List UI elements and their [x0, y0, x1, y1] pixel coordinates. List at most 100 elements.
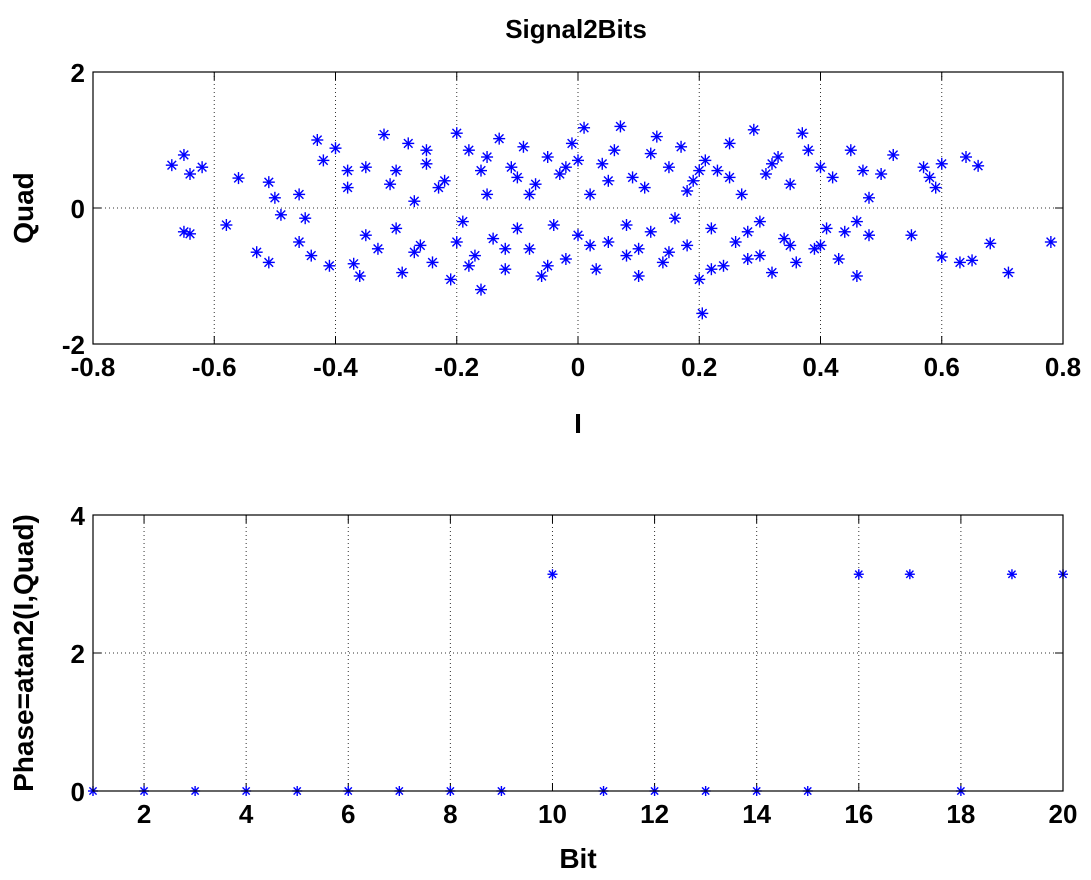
data-point	[584, 188, 597, 201]
data-point	[784, 239, 797, 252]
data-point	[711, 164, 724, 177]
scatter-plot-phase: 2 4 6 8 10 12 14 16 18 20 0 2 4 Bit Phase=atan2(I,Q…	[8, 501, 1077, 874]
data-point	[923, 171, 936, 184]
data-point	[323, 259, 336, 272]
data-point	[505, 161, 518, 174]
data-point	[766, 266, 778, 279]
data-point	[262, 256, 275, 269]
data-point	[905, 229, 918, 242]
data-point	[305, 249, 318, 262]
data-point	[481, 151, 494, 163]
data-point	[177, 148, 190, 161]
data-point	[341, 164, 354, 177]
y-tick-label: -2	[62, 330, 85, 360]
data-point	[450, 127, 463, 140]
y-axis-label: Quad	[8, 172, 39, 244]
data-point	[753, 215, 766, 228]
x-tick-label: 0.4	[802, 352, 839, 382]
data-point	[741, 253, 754, 265]
data-point	[196, 161, 209, 174]
data-point	[853, 569, 864, 580]
data-point	[359, 161, 372, 174]
data-point	[559, 253, 572, 265]
data-point	[299, 212, 312, 225]
data-point	[826, 171, 839, 184]
x-tick-label: 10	[538, 799, 567, 829]
x-tick-label: 0.2	[681, 352, 717, 382]
data-point	[293, 236, 306, 248]
data-point	[759, 168, 772, 180]
data-point	[887, 148, 900, 161]
data-point	[547, 219, 560, 231]
data-point	[790, 256, 803, 269]
data-point	[766, 157, 778, 170]
data-point	[402, 137, 415, 150]
data-point	[656, 256, 669, 269]
data-point	[596, 157, 609, 170]
data-point	[311, 134, 324, 146]
data-point	[511, 222, 524, 235]
data-point	[814, 239, 827, 252]
data-point	[850, 215, 863, 228]
data-point	[390, 222, 403, 235]
data-point	[390, 164, 403, 177]
x-axis-label: Bit	[559, 843, 596, 874]
data-point	[1006, 569, 1017, 580]
data-point	[341, 181, 354, 194]
data-point	[614, 120, 627, 133]
y-tick-label: 0	[71, 777, 85, 807]
data-point	[590, 263, 603, 276]
data-point	[935, 157, 948, 170]
data-point	[450, 236, 463, 248]
data-point	[481, 188, 494, 201]
x-tick-label: 18	[946, 799, 975, 829]
data-point	[850, 270, 863, 282]
data-point	[917, 161, 930, 174]
x-tick-label: 6	[341, 799, 355, 829]
data-point	[693, 273, 706, 286]
data-point	[475, 283, 487, 296]
data-point	[620, 249, 633, 262]
data-point	[723, 171, 736, 184]
scatter-plot-iq: -0.8 -0.6 -0.4 -0.2 0 0.2 0.4 0.6 0.8 -2 0 2 I Qua…	[8, 58, 1081, 439]
data-point	[499, 242, 512, 255]
data-point	[1044, 236, 1057, 248]
data-point	[747, 123, 760, 136]
data-point	[644, 225, 657, 238]
x-tick-label: -0.8	[71, 352, 116, 382]
x-tick-label: 16	[844, 799, 873, 829]
data-point	[696, 307, 709, 320]
x-tick-label: 0.6	[924, 352, 960, 382]
data-point	[584, 239, 597, 252]
data-point	[966, 254, 979, 267]
data-point	[462, 259, 475, 272]
data-point	[753, 249, 766, 262]
data-point	[820, 222, 833, 235]
data-point	[693, 164, 706, 177]
data-points	[88, 569, 1068, 796]
x-tick-labels: 2 4 6 8 10 12 14 16 18 20	[137, 799, 1078, 829]
data-point	[541, 151, 554, 163]
data-point	[432, 181, 445, 194]
data-point	[844, 144, 857, 157]
grid	[92, 71, 1064, 345]
data-point	[565, 137, 578, 150]
data-point	[250, 246, 263, 259]
data-point	[420, 144, 433, 157]
data-point	[420, 157, 433, 170]
data-point	[541, 259, 554, 272]
data-point	[572, 154, 584, 167]
data-point	[772, 151, 785, 163]
data-point	[517, 140, 530, 153]
data-point	[602, 174, 615, 187]
data-points	[165, 120, 1057, 320]
data-point	[329, 142, 342, 155]
data-point	[378, 128, 390, 141]
data-point	[662, 246, 675, 259]
data-point	[408, 246, 421, 259]
y-tick-labels: -2 0 2	[62, 58, 85, 360]
data-point	[863, 229, 875, 242]
figure-title: Signal2Bits	[505, 14, 647, 44]
data-point	[644, 147, 657, 160]
